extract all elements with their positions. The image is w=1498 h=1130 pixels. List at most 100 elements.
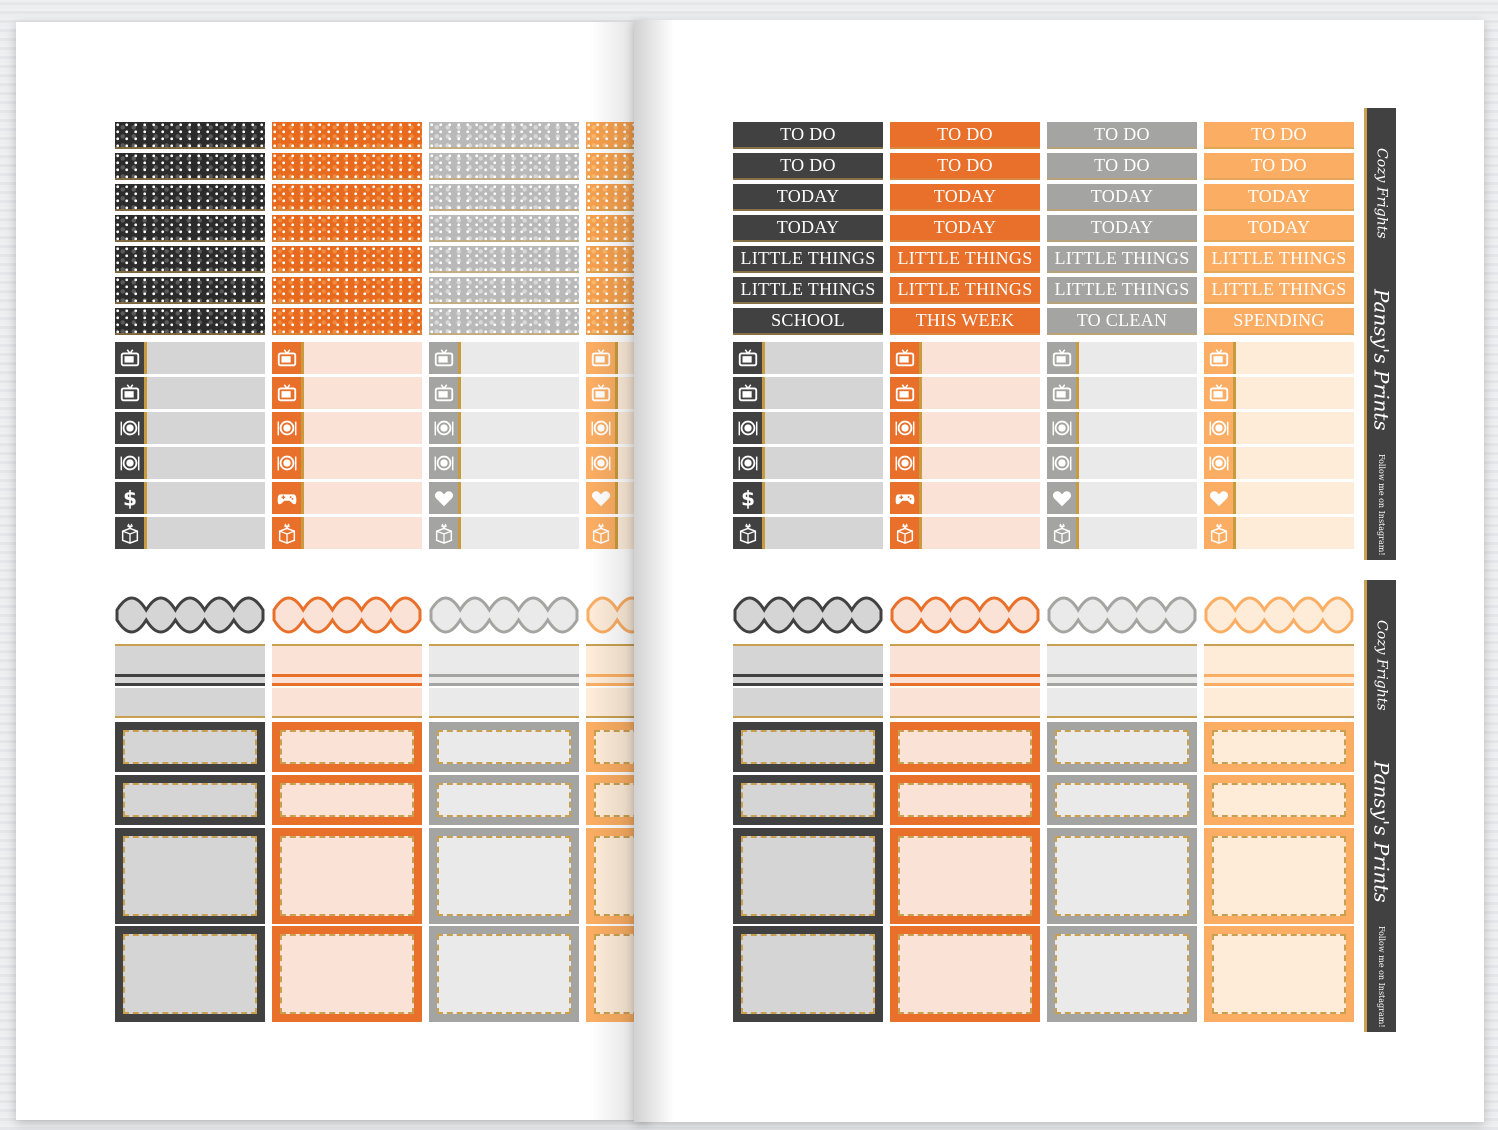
label-strip: THIS WEEK <box>890 308 1040 335</box>
header-band <box>733 688 883 718</box>
header-band <box>429 644 579 674</box>
box-sticker <box>1204 722 1354 772</box>
label-strip: TODAY <box>1047 184 1197 211</box>
glitter-strip <box>272 122 422 149</box>
checklist-row: $ <box>115 482 265 514</box>
checklist-row <box>1204 447 1354 479</box>
header-band <box>1047 644 1197 674</box>
stripe-band <box>115 674 265 686</box>
box-sticker <box>115 828 265 924</box>
box-sticker <box>1204 775 1354 825</box>
plate-icon <box>1204 447 1236 479</box>
label-strip: LITTLE THINGS <box>890 277 1040 304</box>
label-strip: TO DO <box>733 153 883 180</box>
box-sticker <box>733 828 883 924</box>
label-strip: SPENDING <box>1204 308 1354 335</box>
label-strip: TO DO <box>890 153 1040 180</box>
header-band <box>890 644 1040 674</box>
scallop-header <box>429 592 579 638</box>
checklist-pad <box>461 517 579 549</box>
checklist-row <box>1204 342 1354 374</box>
box-sticker <box>1047 722 1197 772</box>
checklist-pad <box>922 517 1040 549</box>
checklist-row <box>890 342 1040 374</box>
glitter-strip <box>272 153 422 180</box>
tv-icon <box>1204 342 1236 374</box>
glitter-strip <box>115 246 265 273</box>
left-page: $ <box>16 22 650 1120</box>
label-strip: LITTLE THINGS <box>733 246 883 273</box>
label-strip: TODAY <box>733 215 883 242</box>
brand-name: Pansy's Prints <box>1369 288 1394 431</box>
tv-icon <box>272 377 304 409</box>
box-inner <box>1212 836 1346 916</box>
checklist-row <box>733 342 883 374</box>
checklist-pad <box>461 412 579 444</box>
dollar-icon: $ <box>733 482 765 514</box>
tv-icon <box>890 377 922 409</box>
checklist-pad <box>765 412 883 444</box>
box-inner <box>898 836 1032 916</box>
checklist-pad <box>147 482 265 514</box>
checklist-row <box>115 447 265 479</box>
checklist-pad <box>1236 482 1354 514</box>
checklist-row <box>733 447 883 479</box>
box-icon <box>1204 517 1236 549</box>
checklist-pad <box>922 412 1040 444</box>
plate-icon <box>1047 412 1079 444</box>
checklist-pad <box>147 342 265 374</box>
box-inner <box>898 934 1032 1014</box>
box-sticker <box>733 722 883 772</box>
box-sticker <box>115 926 265 1022</box>
checklist-pad <box>304 342 422 374</box>
checklist-row <box>733 412 883 444</box>
right-page: TO DO TO DO TODAY TODAY LITTLE THINGS LITTLE … <box>634 20 1484 1122</box>
checklist-row <box>733 377 883 409</box>
checklist-pad <box>304 517 422 549</box>
header-band <box>272 688 422 718</box>
box-inner <box>741 836 875 916</box>
checklist-row <box>115 517 265 549</box>
svg-text:$: $ <box>740 487 754 509</box>
label-strip: SCHOOL <box>733 308 883 335</box>
instagram-handle: @pansysprints <box>1375 1037 1388 1120</box>
follow-text: Follow me on Instagram! <box>1377 926 1386 1028</box>
glitter-strip <box>272 308 422 335</box>
checklist-pad <box>147 377 265 409</box>
box-sticker <box>1047 775 1197 825</box>
checklist-row: $ <box>733 482 883 514</box>
label-strip: TO DO <box>1204 153 1354 180</box>
glitter-strip <box>429 246 579 273</box>
tv-icon <box>1047 342 1079 374</box>
label-strip: TODAY <box>1204 215 1354 242</box>
checklist-row <box>733 517 883 549</box>
tv-icon <box>429 342 461 374</box>
box-sticker <box>272 775 422 825</box>
box-sticker <box>272 926 422 1022</box>
checklist-row <box>1204 482 1354 514</box>
box-sticker <box>429 775 579 825</box>
box-inner <box>280 730 414 764</box>
box-icon <box>272 517 304 549</box>
header-band <box>272 644 422 674</box>
checklist-row <box>429 517 579 549</box>
glitter-strip <box>272 184 422 211</box>
checklist-pad <box>1236 342 1354 374</box>
box-sticker <box>1047 828 1197 924</box>
box-inner <box>437 783 571 817</box>
heart-icon <box>586 482 618 514</box>
scallop-header <box>115 592 265 638</box>
box-icon <box>115 517 147 549</box>
box-inner <box>1055 836 1189 916</box>
checklist-pad <box>1079 377 1197 409</box>
box-inner <box>280 934 414 1014</box>
glitter-strip <box>115 153 265 180</box>
brand-name: Pansy's Prints <box>1369 760 1394 903</box>
scallop-header <box>733 592 883 638</box>
checklist-row <box>1047 412 1197 444</box>
box-inner <box>741 783 875 817</box>
grey-sticker-column: TO DO TO DO TODAY TODAY LITTLE THINGS LITTLE … <box>1047 122 1197 1022</box>
label-strip: TO DO <box>1047 122 1197 149</box>
checklist-row <box>272 412 422 444</box>
tv-icon <box>115 342 147 374</box>
